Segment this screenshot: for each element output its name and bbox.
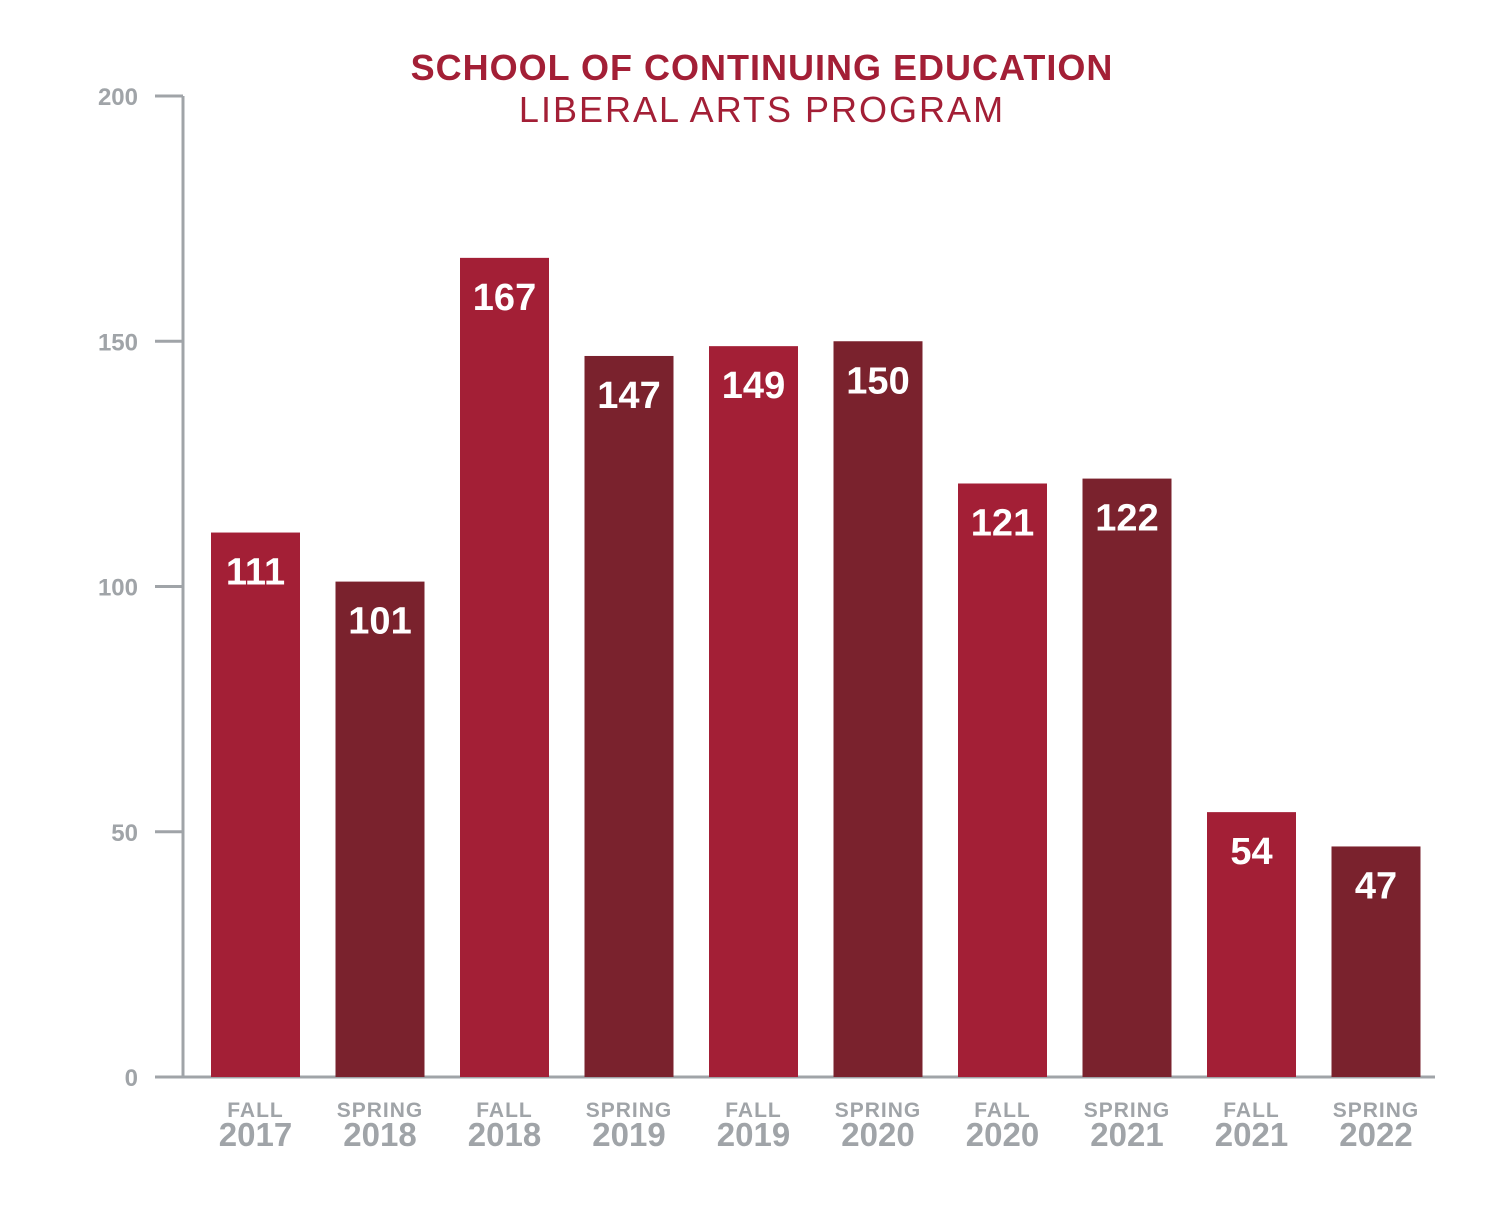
x-tick-year: 2019 [592,1116,665,1153]
bar [335,581,425,1077]
x-tick-year: 2020 [841,1116,914,1153]
x-tick-term: FALL [974,1099,1031,1122]
x-tick-term: SPRING [586,1099,673,1122]
x-tick-year: 2019 [717,1116,790,1153]
x-tick-year: 2017 [219,1116,292,1153]
y-tick-label: 0 [125,1065,138,1092]
bar [958,483,1047,1077]
data-label: 149 [722,365,785,407]
bar [211,532,300,1077]
x-tick-year: 2018 [468,1116,541,1153]
x-tick-term: FALL [725,1099,782,1122]
x-tick-term: FALL [1223,1099,1280,1122]
x-tick-term: SPRING [1084,1099,1171,1122]
bar [1207,812,1296,1077]
bar [584,355,674,1078]
x-tick-year: 2021 [1090,1116,1163,1153]
y-tick-label: 150 [98,329,138,356]
bar [1331,846,1421,1077]
x-tick-term: SPRING [1333,1099,1420,1122]
y-tick-label: 200 [98,84,138,111]
data-label: 147 [597,375,660,417]
bar [709,346,798,1077]
data-label: 150 [846,360,909,402]
y-tick-label: 50 [111,820,138,847]
data-label: 111 [226,552,285,594]
x-tick-term: SPRING [337,1099,424,1122]
chart-subtitle: LIBERAL ARTS PROGRAM [519,89,1005,130]
x-tick-year: 2021 [1215,1116,1288,1153]
y-tick-label: 100 [98,575,138,602]
bar [460,257,549,1077]
data-label: 54 [1230,831,1272,873]
data-label: 167 [473,277,536,319]
x-tick-year: 2018 [343,1116,416,1153]
data-label: 101 [348,601,411,643]
bar [1082,478,1172,1078]
data-label: 121 [971,502,1034,544]
x-tick-year: 2022 [1339,1116,1412,1153]
x-tick-term: FALL [227,1099,284,1122]
bar [833,341,923,1077]
chart-title: SCHOOL OF CONTINUING EDUCATION [411,47,1114,88]
x-tick-term: FALL [476,1099,533,1122]
data-label: 47 [1355,865,1397,907]
x-tick-term: SPRING [835,1099,922,1122]
data-label: 122 [1095,498,1158,540]
x-tick-year: 2020 [966,1116,1039,1153]
